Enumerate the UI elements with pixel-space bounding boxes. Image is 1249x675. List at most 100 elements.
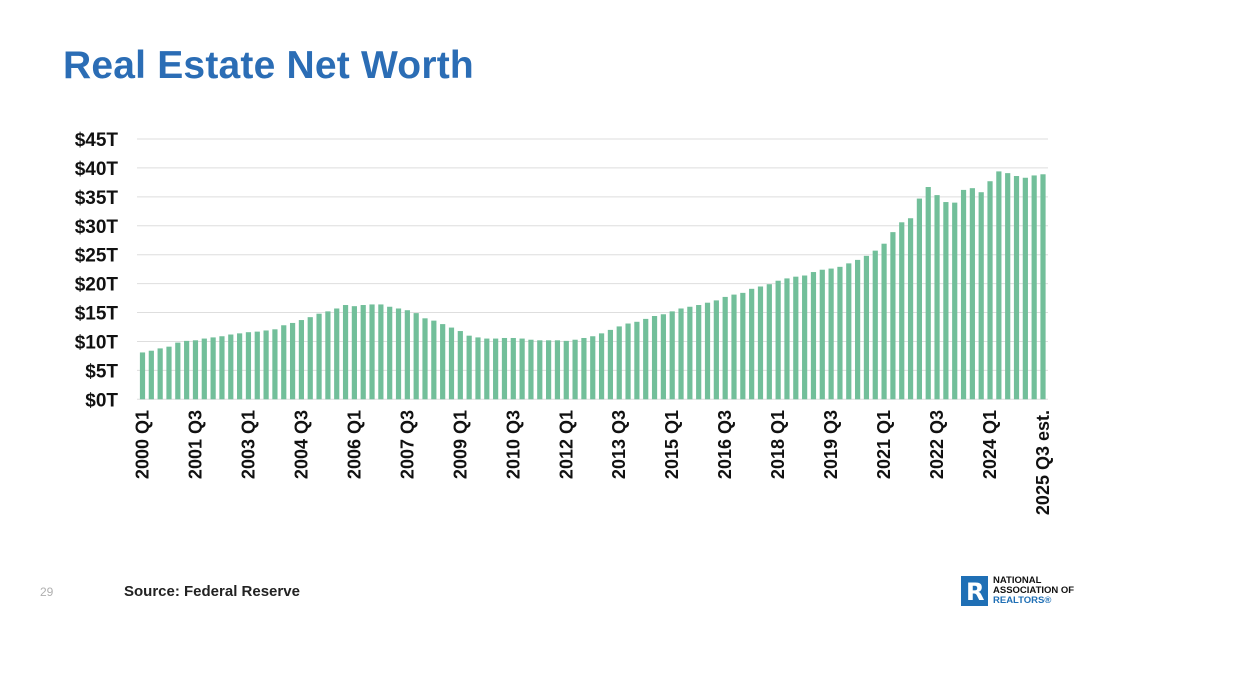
- x-tick-label: 2000 Q1: [133, 410, 153, 479]
- bar: [404, 310, 410, 400]
- bar: [590, 336, 596, 400]
- x-tick-label: 2018 Q1: [768, 410, 788, 479]
- bar: [528, 339, 534, 400]
- bar: [413, 313, 419, 400]
- y-tick-label: $45T: [75, 130, 119, 151]
- bar: [263, 330, 269, 400]
- bar: [387, 306, 393, 400]
- x-tick-label: 2012 Q1: [556, 410, 576, 479]
- bar: [572, 339, 578, 400]
- bar: [740, 292, 746, 400]
- y-tick-label: $25T: [75, 246, 119, 267]
- x-tick-label: 2019 Q3: [821, 410, 841, 479]
- bar: [581, 337, 587, 400]
- bar: [351, 306, 357, 400]
- realtor-r-icon: R: [961, 576, 988, 606]
- bar: [952, 202, 958, 400]
- x-tick-label: 2024 Q1: [980, 410, 1000, 479]
- y-tick-label: $30T: [75, 217, 119, 238]
- bar: [201, 338, 207, 400]
- y-tick-label: $20T: [75, 275, 119, 296]
- bar: [996, 171, 1002, 400]
- page-number: 29: [40, 585, 54, 599]
- bar: [281, 325, 287, 400]
- bar: [722, 296, 728, 400]
- x-tick-label: 2025 Q3 est.: [1033, 410, 1053, 515]
- x-tick-label: 2001 Q3: [185, 410, 205, 479]
- bar: [184, 340, 190, 400]
- bar: [890, 232, 896, 400]
- bar: [210, 337, 216, 400]
- bar: [554, 340, 561, 400]
- bar: [1022, 177, 1028, 400]
- bar: [228, 334, 234, 400]
- bar: [157, 348, 163, 400]
- bar: [466, 335, 472, 400]
- bar: [148, 350, 154, 400]
- bar: [175, 342, 181, 400]
- bar: [766, 284, 772, 400]
- y-tick-label: $15T: [75, 304, 119, 325]
- bar: [643, 318, 649, 400]
- bar: [925, 187, 931, 400]
- bar: [237, 333, 243, 400]
- bar: [546, 340, 552, 400]
- bar: [969, 188, 975, 400]
- bar: [978, 192, 984, 400]
- bar: [219, 336, 225, 400]
- bar: [607, 329, 614, 400]
- bar: [448, 327, 455, 400]
- bar: [687, 306, 693, 400]
- bar: [501, 337, 508, 400]
- x-tick-label: 2009 Q1: [450, 410, 470, 479]
- bar: [810, 272, 817, 400]
- x-tick-label: 2013 Q3: [609, 410, 629, 479]
- bar: [828, 268, 834, 400]
- bar: [731, 294, 737, 400]
- bar: [943, 202, 949, 400]
- bar: [325, 311, 331, 400]
- logo-text: NATIONAL ASSOCIATION OF REALTORS®: [993, 575, 1075, 606]
- x-tick-label: 2016 Q3: [715, 410, 735, 479]
- bar: [907, 218, 914, 400]
- bar: [669, 311, 675, 400]
- bar: [289, 322, 296, 400]
- bar: [616, 326, 622, 400]
- bar: [1005, 173, 1011, 400]
- bar: [757, 286, 764, 400]
- bar: [342, 305, 349, 400]
- x-tick-label: 2015 Q1: [662, 410, 682, 479]
- bar: [696, 305, 702, 400]
- bar: [881, 243, 887, 400]
- bar: [819, 269, 825, 400]
- bar: [484, 338, 490, 400]
- x-tick-label: 2004 Q3: [291, 410, 311, 479]
- bar: [360, 305, 366, 400]
- bar: [334, 308, 340, 400]
- bar: [846, 263, 852, 400]
- bar: [713, 300, 719, 400]
- bar: [837, 266, 843, 400]
- bar: [245, 332, 252, 400]
- bar: [784, 278, 790, 400]
- bar: [440, 324, 446, 400]
- bar: [960, 189, 967, 400]
- bar: [749, 288, 755, 400]
- bar: [1031, 175, 1037, 400]
- bar: [307, 317, 313, 400]
- bar: [298, 320, 305, 400]
- bar: [369, 304, 375, 400]
- bar: [704, 302, 711, 400]
- bar: [651, 316, 658, 400]
- bar: [598, 333, 605, 400]
- x-tick-label: 2010 Q3: [503, 410, 523, 479]
- y-tick-label: $5T: [85, 361, 118, 382]
- bar: [934, 195, 940, 400]
- source-note: Source: Federal Reserve: [124, 583, 300, 600]
- bar: [395, 308, 402, 400]
- bar: [1013, 176, 1020, 400]
- bar: [678, 308, 684, 400]
- bar: [855, 259, 861, 400]
- bar: [192, 340, 199, 400]
